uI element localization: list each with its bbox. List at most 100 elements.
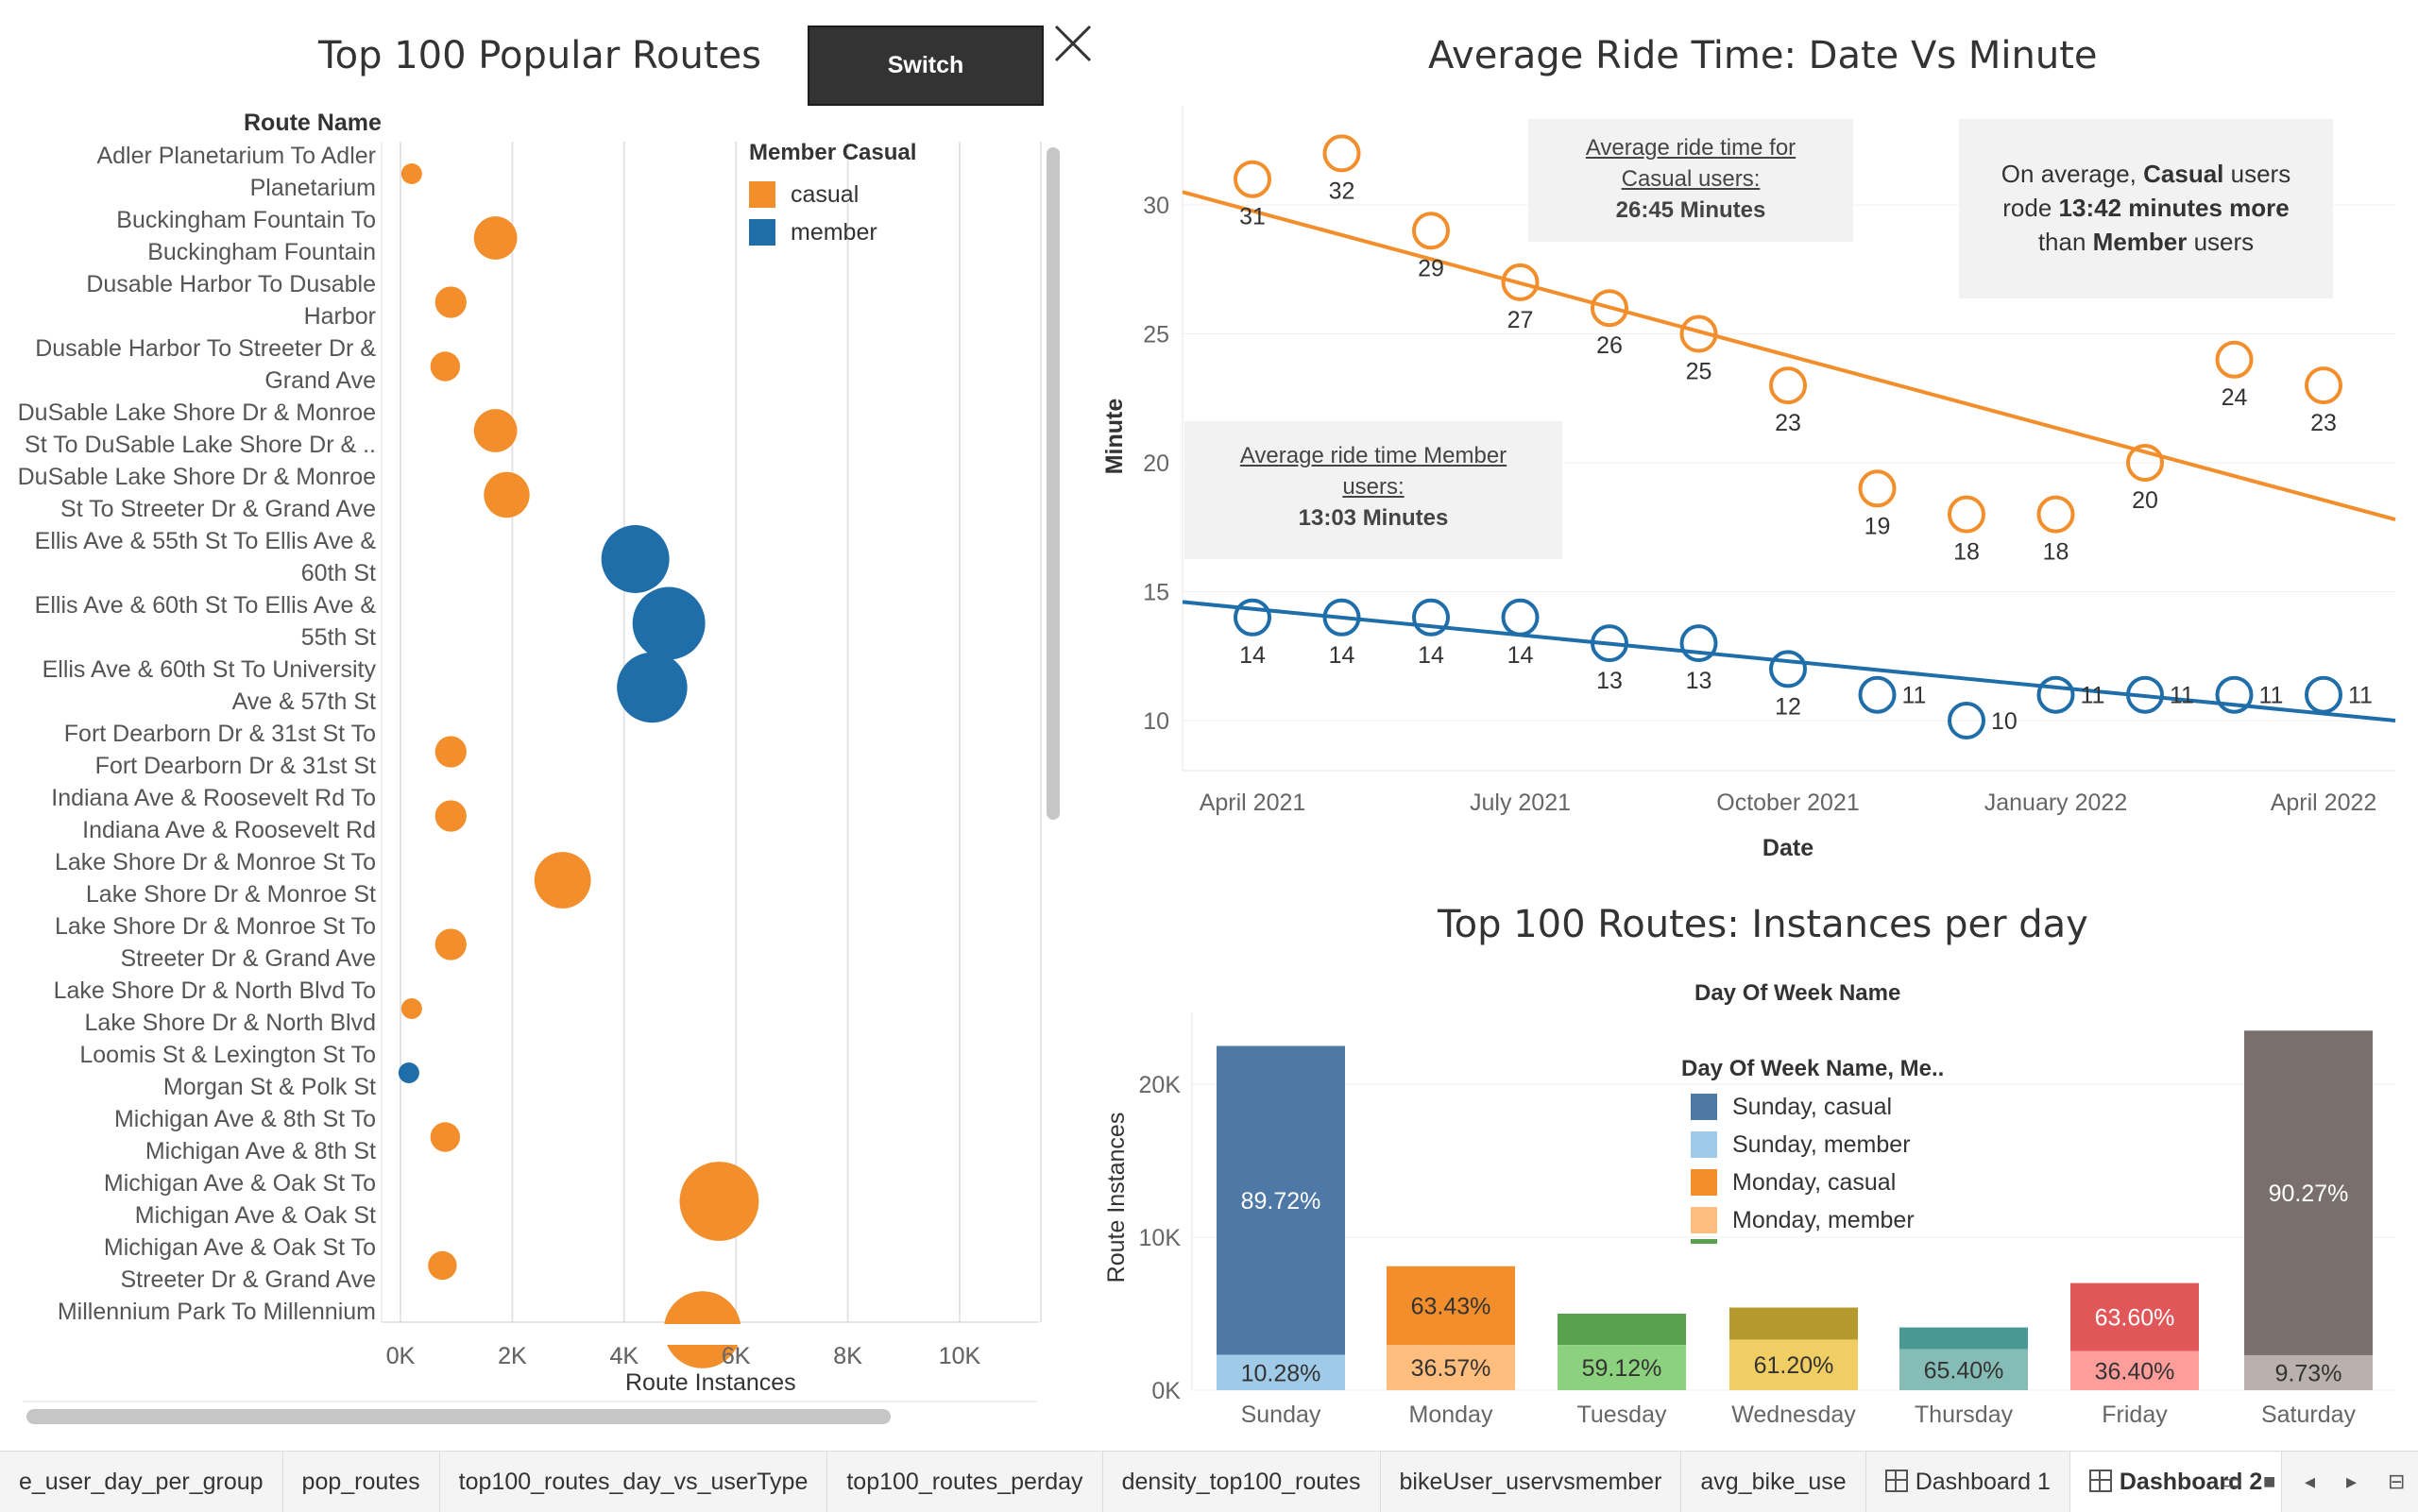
route-label-line: Michigan Ave & 8th St To — [113, 1106, 376, 1132]
y-tick-label: 10 — [1143, 708, 1169, 735]
category-label: Saturday — [2261, 1402, 2357, 1428]
x-tick-label: 10K — [939, 1343, 981, 1369]
sheet-tab-label: avg_bike_use — [1700, 1469, 1847, 1495]
y-axis-title: Minute — [1101, 399, 1128, 475]
day-user-legend-item[interactable]: Monday, casual — [1681, 1164, 1944, 1201]
casual-point — [2215, 340, 2254, 379]
legend-item-casual[interactable]: casual — [749, 176, 916, 213]
day-user-legend-item[interactable]: Sunday, casual — [1681, 1088, 1944, 1126]
route-label: Buckingham Fountain To Buckingham Fountai… — [0, 204, 376, 268]
sheet-tab[interactable]: density_top100_routes — [1103, 1452, 1381, 1512]
member-value-label: 11 — [2348, 683, 2373, 709]
route-label-line: 60th St — [300, 560, 376, 586]
annot-member-line2: users: — [1342, 474, 1405, 500]
annot-member-line1: Average ride time Member — [1239, 443, 1507, 468]
summary-member: Member — [2092, 228, 2188, 256]
dashboard-icon — [2088, 1470, 2112, 1492]
category-label: Sunday — [1241, 1402, 1321, 1428]
sheet-tab[interactable]: pop_routes — [283, 1452, 440, 1512]
sheet-tab[interactable]: Dashboard 1 — [1866, 1452, 2070, 1512]
bar-casual-segment — [1217, 1045, 1345, 1355]
annot-member-value: 13:03 Minutes — [1298, 505, 1449, 531]
route-label: Loomis St & Lexington St To Morgan St & P… — [0, 1039, 376, 1103]
route-instances-axis-title: Route Instances — [625, 1369, 796, 1396]
route-label: Lake Shore Dr & Monroe St To Streeter Dr … — [0, 910, 376, 975]
switch-button[interactable]: Switch — [808, 25, 1044, 106]
route-label: Lake Shore Dr & Monroe St To Lake Shore D… — [0, 846, 376, 910]
casual-pct-label: 90.27% — [2269, 1181, 2349, 1207]
member-point — [2215, 675, 2254, 714]
member-pct-label: 10.28% — [1241, 1360, 1321, 1386]
next-sheet-icon[interactable]: ▸ — [2346, 1470, 2358, 1493]
route-label: Millennium Park To Millennium — [0, 1296, 376, 1328]
legend-item-member[interactable]: member — [749, 213, 916, 251]
horizontal-scrollbar[interactable] — [26, 1409, 891, 1424]
vertical-scrollbar[interactable] — [1047, 147, 1060, 820]
casual-pct-label: 89.72% — [1241, 1188, 1321, 1215]
route-bubble — [473, 216, 518, 260]
casual-point — [2126, 444, 2164, 482]
x-tick-label: 8K — [833, 1343, 862, 1369]
member-value-label: 10 — [1991, 708, 2018, 735]
casual-point — [1591, 289, 1628, 328]
member-value-label: 14 — [1418, 642, 1444, 669]
day-user-legend-item[interactable]: Monday, member — [1681, 1201, 1944, 1239]
route-name-header: Route Name — [244, 110, 382, 136]
route-label: DuSable Lake Shore Dr & Monroe St To Stre… — [0, 461, 376, 525]
presentation-mode-icon[interactable]: ⊟ — [2388, 1470, 2406, 1493]
category-label: Friday — [2102, 1402, 2168, 1428]
route-bubble — [473, 409, 518, 452]
route-label-line: DuSable Lake Shore Dr & Monroe — [17, 399, 376, 426]
casual-point — [1501, 263, 1540, 301]
show-filmstrip-icon[interactable]: ▭ — [2222, 1470, 2241, 1493]
legend-label-member: member — [791, 218, 877, 246]
route-label-line: Morgan St & Polk St — [162, 1074, 376, 1100]
sheet-tab[interactable]: avg_bike_use — [1681, 1452, 1866, 1512]
member-value-label: 13 — [1686, 668, 1712, 694]
route-label-line: Michigan Ave & 8th St — [145, 1138, 376, 1164]
member-value-label: 11 — [1902, 683, 1927, 709]
close-icon[interactable] — [1052, 23, 1094, 64]
sheet-tab[interactable]: e_user_day_per_group — [0, 1452, 283, 1512]
y-tick-label: 25 — [1143, 322, 1169, 348]
sheet-tab[interactable]: bikeUser_uservsmember — [1381, 1452, 1682, 1512]
route-bubble — [434, 736, 467, 768]
casual-value-label: 19 — [1865, 513, 1891, 539]
route-label-line: Buckingham Fountain To — [116, 207, 376, 233]
member-point — [1769, 650, 1807, 688]
route-bubble — [428, 1250, 457, 1281]
x-tick-label: 0K — [386, 1343, 416, 1369]
casual-point — [1948, 495, 1985, 534]
sheet-tab[interactable]: top100_routes_perday — [827, 1452, 1103, 1512]
sheet-tab[interactable]: Dashboard 2 — [2069, 1452, 2283, 1512]
show-tabs-icon[interactable]: ■ — [2263, 1470, 2276, 1493]
bar-casual-segment — [1558, 1314, 1686, 1346]
summary-than: than — [2037, 228, 2086, 256]
route-label-line: Michigan Ave & Oak St — [134, 1202, 376, 1229]
previous-sheet-icon[interactable]: ◂ — [2305, 1470, 2316, 1493]
clip-mask — [382, 1324, 1043, 1345]
summary-diff: 13:42 minutes more — [2058, 194, 2290, 222]
sheet-tab-label: density_top100_routes — [1121, 1469, 1361, 1495]
legend-swatch — [1691, 1131, 1717, 1158]
route-bubble — [632, 586, 706, 660]
route-label-line: St To DuSable Lake Shore Dr & .. — [25, 432, 376, 458]
route-bubble — [601, 525, 670, 593]
casual-value-label: 32 — [1329, 178, 1355, 204]
x-tick-label: October 2021 — [1716, 790, 1860, 816]
route-label: Ellis Ave & 60th St To University Ave & 5… — [0, 654, 376, 718]
member-value-label: 14 — [1507, 642, 1534, 669]
route-bubble — [430, 351, 461, 382]
route-label: Ellis Ave & 55th St To Ellis Ave & 60th S… — [0, 525, 376, 589]
route-label-line: Planetarium — [249, 175, 376, 201]
member-point — [1948, 702, 1985, 739]
casual-value-label: 24 — [2222, 384, 2248, 411]
bar-member-segment — [1899, 1349, 2028, 1390]
route-label-line: Ellis Ave & 55th St To Ellis Ave & — [34, 528, 376, 554]
day-user-legend-item[interactable]: Sunday, member — [1681, 1126, 1944, 1164]
summary-users: users — [2230, 160, 2291, 188]
member-point — [1322, 598, 1361, 637]
casual-value-label: 26 — [1596, 332, 1623, 359]
sheet-tab[interactable]: top100_routes_day_vs_userType — [440, 1452, 828, 1512]
member-point — [2126, 675, 2164, 714]
